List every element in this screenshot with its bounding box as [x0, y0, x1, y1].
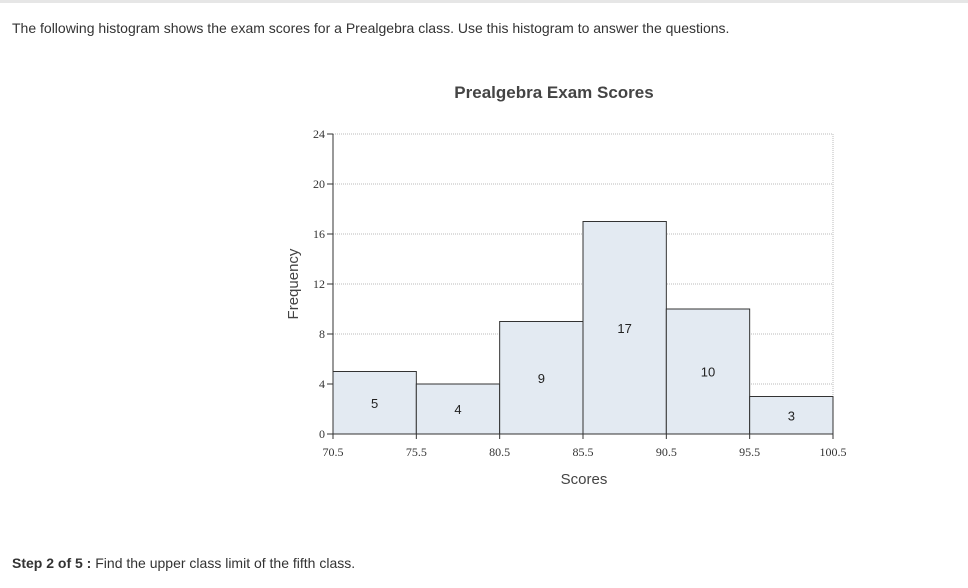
- x-tick-label-2: 80.5: [489, 445, 510, 459]
- step-prompt: Step 2 of 5 : Find the upper class limit…: [12, 555, 355, 571]
- step-number: Step 2 of 5 :: [12, 555, 92, 571]
- bar-value-label-6: 3: [788, 408, 795, 423]
- top-divider: [0, 0, 968, 3]
- histogram-bar-6: [749, 396, 834, 435]
- bars: 5 4 9 17 10 3: [332, 221, 834, 435]
- y-axis-label: Frequency: [285, 248, 302, 319]
- step-text: Find the upper class limit of the fifth …: [95, 555, 356, 571]
- bar-value-label-3: 9: [538, 371, 545, 386]
- histogram-bar-4: [582, 221, 667, 435]
- x-tick-label-4: 90.5: [656, 445, 677, 459]
- histogram-bar-3: [499, 321, 584, 435]
- y-tick-label-1: 4: [319, 377, 325, 391]
- bar-value-label-1: 5: [371, 396, 378, 411]
- intro-text: The following histogram shows the exam s…: [12, 20, 730, 36]
- bar-value-label-5: 10: [701, 365, 715, 380]
- y-tick-label-2: 8: [319, 327, 325, 341]
- x-axis-label: Scores: [561, 471, 608, 488]
- x-tick-label-1: 75.5: [406, 445, 427, 459]
- x-tick-label-3: 85.5: [573, 445, 594, 459]
- y-tick-label-0: 0: [319, 427, 325, 441]
- histogram-bar-5: [665, 308, 751, 435]
- y-tick-label-3: 12: [313, 277, 325, 291]
- bar-value-label-2: 4: [454, 402, 461, 417]
- histogram-bar-2: [415, 383, 501, 435]
- x-tick-label-6: 100.5: [820, 445, 847, 459]
- bar-value-label-4: 17: [617, 321, 631, 336]
- y-tick-label-4: 16: [313, 227, 325, 241]
- x-tick-label-5: 95.5: [739, 445, 760, 459]
- chart-title: Prealgebra Exam Scores: [454, 83, 653, 102]
- x-tick-label-0: 70.5: [323, 445, 344, 459]
- axes: 0 4 8 12 16 20 24 70.5 75.5 80.5 85.5 90.5 95.5 100.5: [313, 127, 847, 459]
- y-tick-label-5: 20: [313, 177, 325, 191]
- y-tick-label-6: 24: [313, 127, 325, 141]
